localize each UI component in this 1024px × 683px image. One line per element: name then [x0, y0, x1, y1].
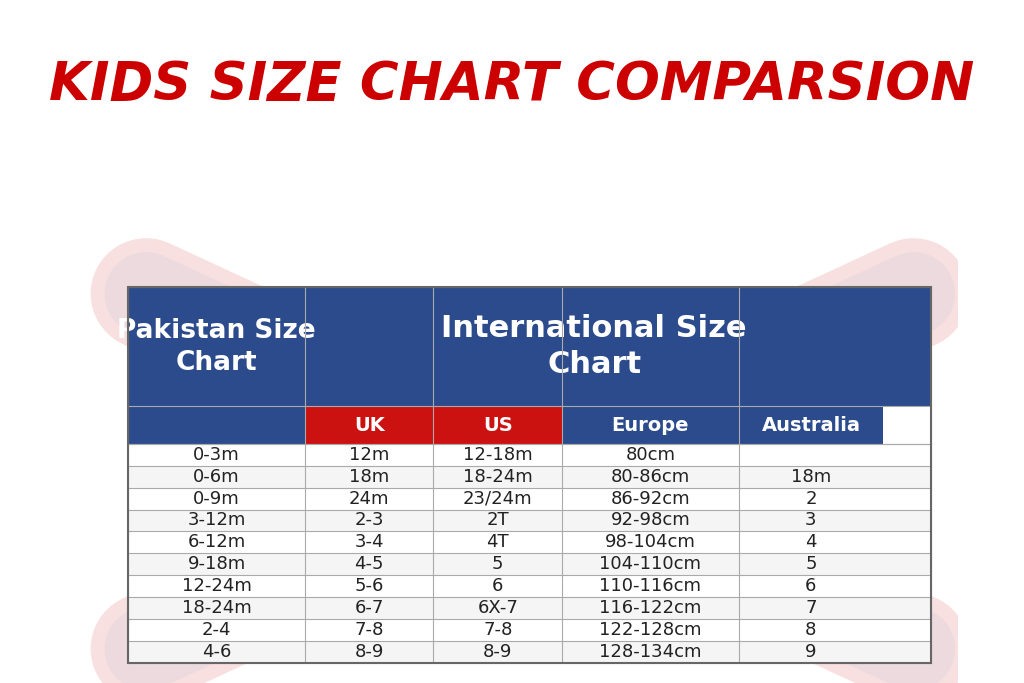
- Text: 12-18m: 12-18m: [463, 446, 532, 464]
- Text: 12-24m: 12-24m: [181, 577, 252, 595]
- FancyBboxPatch shape: [128, 444, 932, 466]
- Text: UK: UK: [354, 416, 385, 434]
- FancyBboxPatch shape: [128, 287, 932, 406]
- Text: 2-3: 2-3: [354, 512, 384, 529]
- Text: 6: 6: [805, 577, 816, 595]
- FancyBboxPatch shape: [128, 406, 305, 444]
- Text: 6X-7: 6X-7: [477, 599, 518, 617]
- FancyBboxPatch shape: [128, 488, 932, 510]
- FancyBboxPatch shape: [128, 531, 932, 553]
- Text: 2T: 2T: [486, 512, 509, 529]
- Text: 5: 5: [492, 555, 504, 573]
- Text: 18m: 18m: [791, 468, 831, 486]
- Text: 6-12m: 6-12m: [187, 533, 246, 551]
- Text: 7-8: 7-8: [354, 621, 384, 639]
- Text: 8-9: 8-9: [483, 643, 512, 660]
- FancyBboxPatch shape: [128, 510, 932, 531]
- Text: 7: 7: [805, 599, 817, 617]
- FancyBboxPatch shape: [128, 619, 932, 641]
- Text: 5-6: 5-6: [354, 577, 384, 595]
- Text: 92-98cm: 92-98cm: [610, 512, 690, 529]
- Text: 80-86cm: 80-86cm: [610, 468, 690, 486]
- Text: 6-7: 6-7: [354, 599, 384, 617]
- Text: 12m: 12m: [349, 446, 389, 464]
- Text: 86-92cm: 86-92cm: [610, 490, 690, 507]
- Text: 4-6: 4-6: [202, 643, 231, 660]
- FancyBboxPatch shape: [128, 597, 932, 619]
- Text: 4: 4: [805, 533, 817, 551]
- Text: 80cm: 80cm: [626, 446, 675, 464]
- Text: 7-8: 7-8: [483, 621, 512, 639]
- Text: Australia: Australia: [762, 416, 860, 434]
- Text: Europe: Europe: [611, 416, 689, 434]
- Text: 4-5: 4-5: [354, 555, 384, 573]
- Text: 4T: 4T: [486, 533, 509, 551]
- Text: 122-128cm: 122-128cm: [599, 621, 701, 639]
- Text: KIDS SIZE CHART COMPARSION: KIDS SIZE CHART COMPARSION: [49, 59, 975, 111]
- Text: 3-4: 3-4: [354, 533, 384, 551]
- FancyBboxPatch shape: [433, 406, 562, 444]
- Text: 9: 9: [805, 643, 817, 660]
- Text: Pakistan Size
Chart: Pakistan Size Chart: [118, 318, 316, 376]
- Text: 8: 8: [805, 621, 816, 639]
- Text: 0-9m: 0-9m: [194, 490, 240, 507]
- Text: 110-116cm: 110-116cm: [599, 577, 701, 595]
- Text: 23/24m: 23/24m: [463, 490, 532, 507]
- Text: 9-18m: 9-18m: [187, 555, 246, 573]
- Text: 18-24m: 18-24m: [181, 599, 252, 617]
- Text: 5: 5: [805, 555, 817, 573]
- Text: 104-110cm: 104-110cm: [599, 555, 701, 573]
- FancyBboxPatch shape: [562, 406, 738, 444]
- Text: International Size
Chart: International Size Chart: [441, 314, 746, 379]
- FancyBboxPatch shape: [128, 466, 932, 488]
- Text: 24m: 24m: [349, 490, 389, 507]
- Text: 3-12m: 3-12m: [187, 512, 246, 529]
- Text: 6: 6: [493, 577, 504, 595]
- Text: 2-4: 2-4: [202, 621, 231, 639]
- FancyBboxPatch shape: [128, 553, 932, 575]
- Text: 0-3m: 0-3m: [194, 446, 240, 464]
- Text: 18-24m: 18-24m: [463, 468, 532, 486]
- Text: 18m: 18m: [349, 468, 389, 486]
- FancyBboxPatch shape: [738, 406, 884, 444]
- Text: US: US: [483, 416, 513, 434]
- FancyBboxPatch shape: [128, 575, 932, 597]
- Text: 116-122cm: 116-122cm: [599, 599, 701, 617]
- FancyBboxPatch shape: [128, 641, 932, 663]
- Text: 3: 3: [805, 512, 817, 529]
- Text: 98-104cm: 98-104cm: [605, 533, 695, 551]
- FancyBboxPatch shape: [305, 406, 433, 444]
- Text: 128-134cm: 128-134cm: [599, 643, 701, 660]
- Text: 8-9: 8-9: [354, 643, 384, 660]
- Text: 0-6m: 0-6m: [194, 468, 240, 486]
- Text: 2: 2: [805, 490, 817, 507]
